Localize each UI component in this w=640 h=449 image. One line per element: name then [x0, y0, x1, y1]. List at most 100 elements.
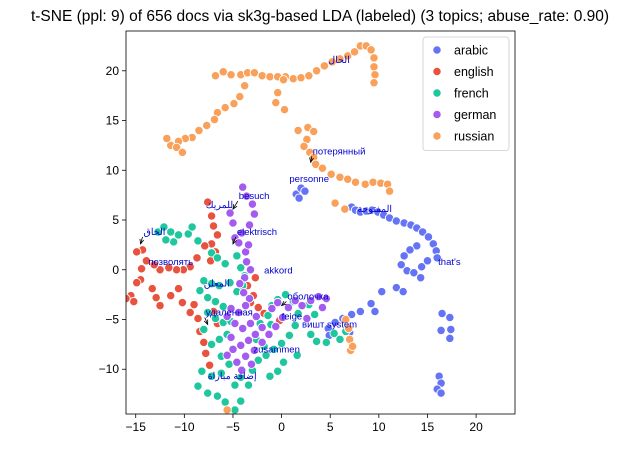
point-english	[147, 284, 157, 294]
legend-marker-german	[432, 109, 442, 120]
point-french	[169, 237, 179, 247]
point-german	[238, 182, 248, 192]
point-russian	[326, 169, 336, 179]
point-english	[200, 241, 210, 251]
legend-marker-english	[432, 66, 442, 77]
point-arabic	[422, 256, 433, 266]
point-german	[225, 208, 235, 218]
point-english	[166, 290, 176, 301]
point-russian	[257, 71, 267, 81]
point-arabic	[405, 245, 415, 255]
x-tick-label: 20	[469, 420, 483, 434]
point-german	[321, 293, 331, 304]
point-french	[243, 380, 254, 390]
point-french	[206, 371, 217, 381]
point-arabic	[416, 262, 427, 272]
point-russian	[311, 66, 322, 76]
point-russian	[369, 62, 379, 72]
points-layer	[126, 41, 456, 414]
point-german	[222, 311, 232, 322]
point-german	[241, 191, 252, 201]
point-english	[151, 292, 161, 303]
point-russian	[273, 88, 283, 98]
series-french	[153, 222, 351, 414]
point-arabic	[399, 251, 409, 261]
point-french	[153, 227, 163, 237]
point-arabic	[377, 286, 387, 297]
point-french	[199, 276, 209, 286]
point-arabic	[409, 268, 419, 278]
point-french	[187, 222, 197, 232]
legend-label-french: french	[454, 87, 489, 101]
annotation-arrow	[232, 236, 237, 245]
point-arabic	[398, 286, 408, 297]
annotations-layer: الحال потерянный personne besuch للمريك المفت…	[139, 55, 461, 382]
point-arabic	[446, 324, 456, 335]
point-german	[267, 303, 277, 314]
point-english	[132, 247, 142, 257]
annotation-label: that's	[438, 257, 461, 268]
point-french	[203, 307, 213, 318]
point-russian	[327, 57, 337, 67]
point-german	[232, 357, 242, 367]
annotation-label: الخاق	[144, 227, 166, 238]
point-french	[335, 334, 345, 345]
annotation-arrowhead	[280, 300, 287, 307]
point-russian	[271, 97, 281, 108]
point-french	[197, 366, 207, 376]
point-russian	[288, 74, 298, 84]
y-tick-label: 20	[106, 64, 120, 78]
point-german	[264, 329, 274, 340]
point-arabic	[370, 306, 380, 317]
point-german	[243, 335, 254, 346]
y-tick-label: 10	[106, 163, 120, 177]
point-german	[222, 350, 232, 360]
point-french	[195, 285, 205, 296]
annotation-label: потерянный	[313, 146, 366, 157]
point-english	[189, 299, 199, 310]
point-russian	[340, 204, 350, 214]
legend-label-russian: russian	[454, 130, 494, 144]
point-french	[210, 313, 221, 324]
plot-frame	[125, 30, 516, 415]
point-french	[225, 278, 235, 288]
legend-box	[422, 36, 510, 151]
point-french	[321, 337, 331, 348]
point-french	[220, 397, 230, 407]
annotation-label: вишт system	[302, 319, 357, 330]
point-french	[183, 229, 193, 239]
point-english	[136, 264, 147, 274]
point-russian	[209, 114, 220, 125]
point-french	[261, 350, 271, 360]
point-french	[293, 308, 303, 319]
x-tick-label: 5	[327, 420, 334, 434]
point-english	[192, 253, 202, 263]
point-english	[177, 297, 188, 308]
point-french	[273, 366, 283, 376]
point-russian	[310, 159, 321, 169]
point-french	[212, 253, 223, 263]
series-russian	[162, 41, 395, 414]
point-french	[253, 355, 263, 365]
annotation-arrowhead	[232, 204, 238, 210]
point-french	[161, 235, 171, 245]
point-russian	[177, 147, 188, 158]
point-arabic	[436, 325, 446, 336]
point-russian	[279, 104, 290, 115]
point-german	[244, 220, 255, 230]
point-arabic	[436, 388, 446, 398]
point-german	[228, 344, 238, 354]
point-arabic	[366, 298, 376, 309]
point-german	[302, 313, 312, 324]
point-english	[173, 284, 184, 294]
point-french	[220, 259, 230, 269]
point-french	[206, 279, 217, 289]
point-german	[238, 323, 248, 334]
point-german	[228, 218, 238, 228]
annotation-arrowhead	[203, 319, 209, 326]
point-english	[201, 348, 211, 358]
annotation-arrow	[281, 301, 287, 306]
point-french	[206, 339, 217, 350]
point-french	[216, 368, 226, 378]
point-french	[292, 350, 302, 360]
